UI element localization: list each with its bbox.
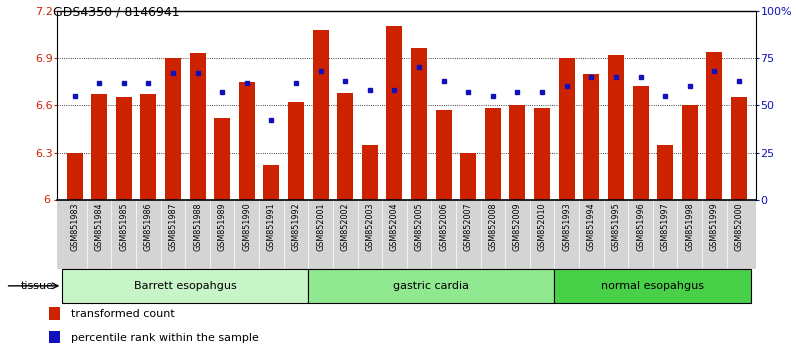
Text: Barrett esopahgus: Barrett esopahgus [134,281,236,291]
Bar [263,165,279,200]
Text: GSM851997: GSM851997 [661,202,669,251]
Text: normal esopahgus: normal esopahgus [601,281,704,291]
Bar [165,58,181,200]
Text: GSM852000: GSM852000 [735,202,743,251]
Bar [534,108,550,200]
Text: transformed count: transformed count [72,309,175,319]
Text: GSM852005: GSM852005 [415,202,423,251]
Text: GSM851983: GSM851983 [70,202,79,251]
Bar [435,110,451,200]
Bar [49,331,60,343]
Bar [362,145,378,200]
Text: GSM852010: GSM852010 [537,202,547,251]
Bar [62,269,308,303]
Bar [115,97,132,200]
Text: GSM851990: GSM851990 [242,202,252,251]
Bar [92,94,107,200]
Text: GSM851991: GSM851991 [267,202,276,251]
Bar [633,86,649,200]
Text: GSM852004: GSM852004 [390,202,399,251]
Bar [313,29,329,200]
Text: GSM851992: GSM851992 [291,202,301,251]
Text: GDS4350 / 8146941: GDS4350 / 8146941 [53,5,180,18]
Bar [386,27,403,200]
Bar [681,105,698,200]
Bar [239,82,255,200]
Text: tissue: tissue [21,281,53,291]
Text: GSM851984: GSM851984 [95,202,103,251]
Bar [288,102,304,200]
Bar [338,93,353,200]
Text: GSM851987: GSM851987 [169,202,178,251]
Text: GSM852002: GSM852002 [341,202,349,251]
Text: GSM851996: GSM851996 [636,202,645,251]
Text: GSM851993: GSM851993 [562,202,572,251]
Text: GSM851994: GSM851994 [587,202,596,251]
Bar [706,52,722,200]
Text: GSM852003: GSM852003 [365,202,374,251]
Text: GSM852009: GSM852009 [513,202,522,251]
Bar [49,307,60,320]
Bar [657,145,673,200]
Text: GSM851985: GSM851985 [119,202,128,251]
Bar [189,53,205,200]
Text: GSM851989: GSM851989 [217,202,227,251]
Bar [583,74,599,200]
Text: GSM851986: GSM851986 [144,202,153,251]
Text: GSM852007: GSM852007 [464,202,473,251]
Bar [460,153,476,200]
Bar [67,153,83,200]
Text: GSM851988: GSM851988 [193,202,202,251]
Bar [214,118,230,200]
Text: GSM851998: GSM851998 [685,202,694,251]
Bar [308,269,554,303]
Bar [509,105,525,200]
Text: 6: 6 [43,195,50,205]
Bar [140,94,156,200]
Text: GSM852008: GSM852008 [489,202,498,251]
Text: gastric cardia: gastric cardia [393,281,470,291]
Bar [554,269,751,303]
Text: GSM852001: GSM852001 [316,202,325,251]
Bar [731,97,747,200]
Text: GSM852006: GSM852006 [439,202,448,251]
Bar [411,48,427,200]
Text: GSM851999: GSM851999 [710,202,719,251]
Bar [608,55,624,200]
Bar [485,108,501,200]
Text: GSM851995: GSM851995 [611,202,620,251]
Bar [559,58,575,200]
Text: percentile rank within the sample: percentile rank within the sample [72,333,259,343]
